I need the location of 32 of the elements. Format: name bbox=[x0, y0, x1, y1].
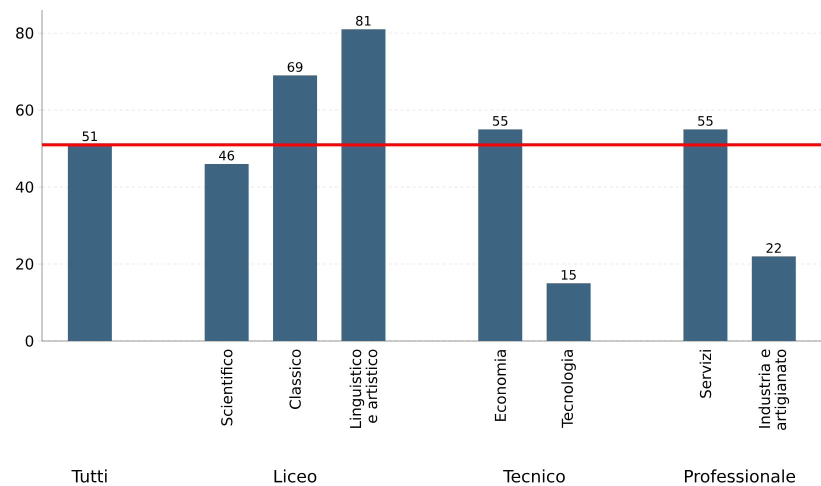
y-tick-label: 20 bbox=[16, 258, 34, 270]
x-tick-label: Linguistico e artistico bbox=[350, 350, 378, 428]
bar bbox=[341, 29, 386, 341]
x-tick-label: Servizi bbox=[700, 350, 712, 398]
text: Liceo bbox=[274, 469, 316, 483]
x-tick-label: Tecnologia bbox=[561, 350, 576, 428]
text: Professionale bbox=[684, 469, 796, 483]
data-label: 46 bbox=[219, 150, 234, 160]
y-tick-label: 40 bbox=[16, 181, 34, 193]
y-tick-label: 0 bbox=[26, 335, 34, 347]
bar bbox=[546, 283, 591, 341]
x-tick-label: Economia bbox=[494, 350, 506, 421]
data-label: 55 bbox=[698, 116, 713, 126]
y-tick-label: 60 bbox=[16, 104, 34, 116]
text: Tecnico bbox=[503, 469, 565, 483]
bar bbox=[204, 164, 249, 341]
bar bbox=[752, 256, 796, 341]
bar bbox=[478, 129, 522, 341]
y-tick-label: 80 bbox=[16, 27, 34, 39]
data-label: 22 bbox=[766, 243, 781, 253]
bar bbox=[68, 144, 112, 341]
data-label: 69 bbox=[288, 62, 302, 72]
x-tick-label: Industria e artigianato bbox=[758, 350, 790, 430]
text: Tutti bbox=[72, 469, 107, 483]
x-tick-label: Scientifico bbox=[220, 350, 232, 426]
data-label: 51 bbox=[82, 132, 97, 142]
bar bbox=[273, 75, 318, 341]
x-tick-label: Classico bbox=[289, 350, 301, 409]
data-label: 15 bbox=[562, 270, 576, 280]
data-label: 55 bbox=[492, 116, 508, 126]
bar bbox=[683, 129, 728, 341]
data-label: 81 bbox=[356, 16, 371, 26]
